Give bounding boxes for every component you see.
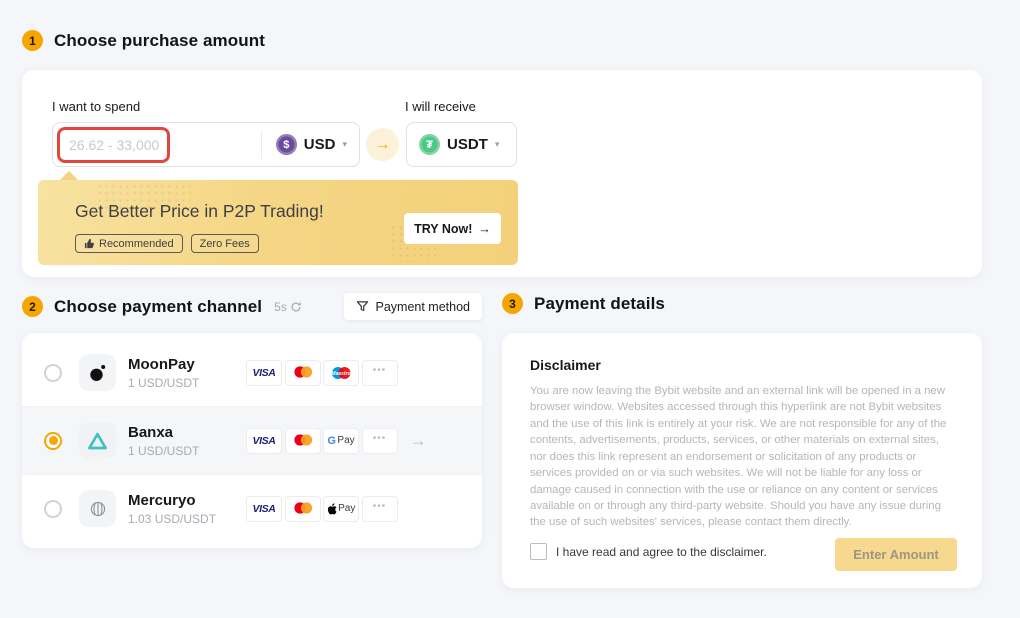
row-divider xyxy=(22,474,482,475)
channel-rate: 1 USD/USDT xyxy=(128,443,200,458)
mastercard-icon xyxy=(284,495,321,522)
zero-fees-label: Zero Fees xyxy=(199,237,250,250)
mercuryo-logo xyxy=(79,490,116,527)
disclaimer-text: You are now leaving the Bybit website an… xyxy=(530,385,947,529)
banxa-radio[interactable] xyxy=(44,431,62,450)
thumbs-up-icon xyxy=(84,238,94,249)
channel-rate: 1 USD/USDT xyxy=(128,375,200,390)
chevron-down-icon: ▾ xyxy=(494,139,500,149)
channel-name: Mercuryo xyxy=(128,491,196,509)
more-methods-button[interactable]: ••• xyxy=(361,495,398,522)
agree-label: I have read and agree to the disclaimer. xyxy=(556,544,767,559)
spend-label: I want to spend xyxy=(52,99,141,114)
moonpay-logo xyxy=(79,354,116,391)
maestro-icon: Maestro xyxy=(323,359,359,386)
channel-name: Banxa xyxy=(128,423,174,441)
banner-dots-decoration xyxy=(96,183,191,209)
zero-fees-badge: Zero Fees xyxy=(190,234,259,253)
google-pay-icon: G Pay xyxy=(323,427,359,454)
amount-input[interactable] xyxy=(53,123,248,166)
row-divider xyxy=(22,406,482,407)
payment-channel-title: Choose payment channel xyxy=(54,296,263,316)
rate-refresh-control[interactable]: 5s xyxy=(274,300,302,314)
step-1-badge: 1 xyxy=(22,30,43,51)
payment-channel-header: 2 Choose payment channel xyxy=(22,296,262,317)
refresh-icon xyxy=(291,301,301,311)
disclaimer-title: Disclaimer xyxy=(530,357,601,373)
payment-details-title: Payment details xyxy=(534,293,665,313)
filter-funnel-icon xyxy=(356,301,368,312)
channel-rate: 1.03 USD/USDT xyxy=(128,511,217,526)
channel-row-banxa[interactable]: Banxa 1 USD/USDT VISA G Pay ••• → xyxy=(22,407,482,474)
banner-title: Get Better Price in P2P Trading! xyxy=(75,201,324,221)
apple-pay-icon: Pay xyxy=(323,495,359,522)
mercuryo-radio[interactable] xyxy=(44,499,62,518)
payment-method-filter-button[interactable]: Payment method xyxy=(343,293,482,320)
purchase-amount-card: I want to spend I will receive $ USD ▾ →… xyxy=(22,70,982,277)
visa-icon: VISA xyxy=(246,495,282,522)
try-now-label: TRY Now! xyxy=(414,221,473,236)
channel-row-mercuryo[interactable]: Mercuryo 1.03 USD/USDT VISA Pay ••• xyxy=(22,475,482,542)
step-2-badge: 2 xyxy=(22,296,43,317)
refresh-countdown: 5s xyxy=(274,299,287,314)
arrow-right-icon: → xyxy=(478,221,491,236)
recommended-badge: Recommended xyxy=(75,234,183,253)
svg-text:Maestro: Maestro xyxy=(331,371,350,377)
moonpay-radio[interactable] xyxy=(44,363,62,382)
receive-currency-code: USDT xyxy=(447,136,488,153)
spend-input-group: $ USD ▾ xyxy=(52,122,360,167)
visa-icon: VISA xyxy=(246,427,282,454)
spend-currency-select[interactable]: $ USD ▾ xyxy=(260,130,359,159)
mastercard-icon xyxy=(284,427,321,454)
mastercard-icon xyxy=(284,359,321,386)
recommended-label: Recommended xyxy=(99,237,174,250)
usd-coin-icon: $ xyxy=(275,134,297,155)
apple-icon xyxy=(327,502,337,514)
usdt-coin-icon: ₮ xyxy=(419,134,440,155)
payment-details-card: Disclaimer You are now leaving the Bybit… xyxy=(502,333,982,588)
visa-icon: VISA xyxy=(246,359,282,386)
banner-pointer xyxy=(60,171,78,180)
p2p-promo-banner: Get Better Price in P2P Trading! Recomme… xyxy=(38,171,518,265)
banxa-logo xyxy=(79,422,116,459)
purchase-amount-title: Choose purchase amount xyxy=(54,30,265,50)
step-3-badge: 3 xyxy=(502,293,523,314)
receive-label: I will receive xyxy=(405,99,476,114)
channel-name: MoonPay xyxy=(128,355,195,373)
purchase-amount-header: 1 Choose purchase amount xyxy=(22,30,265,51)
payment-channel-list: MoonPay 1 USD/USDT VISA Maestro ••• Banx… xyxy=(22,333,482,548)
receive-currency-select[interactable]: ₮ USDT ▾ xyxy=(406,122,517,167)
try-now-button[interactable]: TRY Now! → xyxy=(404,213,501,244)
payment-method-filter-label: Payment method xyxy=(375,299,471,314)
enter-amount-button[interactable]: Enter Amount xyxy=(835,538,957,571)
more-methods-button[interactable]: ••• xyxy=(361,359,398,386)
chevron-down-icon: ▾ xyxy=(342,139,347,149)
more-methods-button[interactable]: ••• xyxy=(361,427,398,454)
payment-details-header: 3 Payment details xyxy=(502,293,665,314)
spend-currency-code: USD xyxy=(303,136,336,153)
convert-arrow-icon: → xyxy=(366,128,399,161)
channel-row-moonpay[interactable]: MoonPay 1 USD/USDT VISA Maestro ••• xyxy=(22,339,482,406)
agree-checkbox[interactable] xyxy=(530,543,547,560)
proceed-arrow-icon[interactable]: → xyxy=(409,430,427,450)
